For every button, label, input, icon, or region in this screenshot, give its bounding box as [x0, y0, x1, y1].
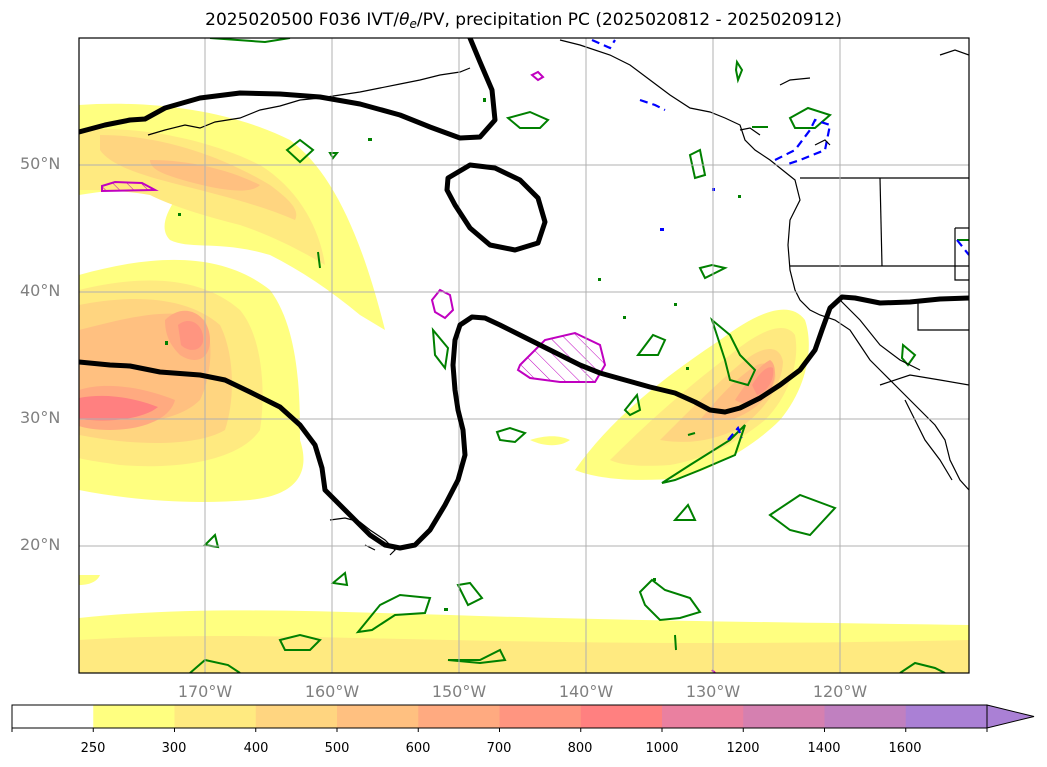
lon-label-160w: 160°W	[304, 682, 360, 701]
colorbar-label-400: 400	[243, 741, 269, 756]
colorbar-label-300: 300	[161, 741, 187, 756]
title-subscript: e	[409, 17, 417, 31]
coastlines	[147, 39, 969, 556]
colorbar-cell	[93, 705, 175, 728]
title-suffix: /PV, precipitation PC (2025020812 - 2025…	[416, 10, 842, 30]
colorbar-label-600: 600	[405, 741, 431, 756]
lon-label-170w: 170°W	[177, 682, 233, 701]
lon-label-130w: 130°W	[685, 682, 741, 701]
lat-label-30n: 30°N	[20, 408, 61, 427]
colorbar-label-500: 500	[324, 741, 350, 756]
colorbar-cell	[255, 705, 338, 728]
colorbar-cell	[12, 705, 94, 728]
colorbar-label-250: 250	[80, 741, 106, 756]
colorbar-label-1000: 1000	[645, 741, 679, 756]
map-title: 2025020500 F036 IVT/θe/PV, precipitation…	[0, 10, 1047, 31]
plot-frame	[78, 37, 970, 674]
colorbar-cell	[418, 705, 500, 728]
colorbar-cells	[12, 705, 988, 728]
theta-negative-contours	[591, 38, 969, 441]
title-theta: θ	[399, 10, 410, 30]
colorbar-cell	[905, 705, 988, 728]
colorbar-cell	[337, 705, 419, 728]
lon-label-140w: 140°W	[558, 682, 614, 701]
colorbar-label-1600: 1600	[888, 741, 922, 756]
colorbar-cell	[743, 705, 825, 728]
colorbar-ticks	[11, 728, 988, 732]
theta-negative-dots	[660, 188, 715, 231]
colorbar-cell	[499, 705, 582, 728]
lat-label-50n: 50°N	[20, 154, 61, 173]
lat-label-20n: 20°N	[20, 535, 61, 554]
lon-label-150w: 150°W	[431, 682, 487, 701]
colorbar-cell	[580, 705, 663, 728]
plot-area	[79, 38, 969, 673]
colorbar-cell	[662, 705, 744, 728]
contour-dots	[165, 98, 741, 611]
colorbar-cell	[824, 705, 907, 728]
colorbar-label-1400: 1400	[807, 741, 841, 756]
colorbar-cell	[174, 705, 257, 728]
colorbar-label-700: 700	[486, 741, 512, 756]
colorbar-label-1200: 1200	[726, 741, 760, 756]
ivt-fill	[79, 103, 969, 673]
colorbar	[11, 704, 1035, 732]
pv-contours	[79, 38, 969, 551]
lon-label-120w: 120°W	[812, 682, 868, 701]
title-prefix: 2025020500 F036 IVT/	[205, 10, 400, 30]
colorbar-label-800: 800	[567, 741, 593, 756]
lat-label-40n: 40°N	[20, 281, 61, 300]
colorbar-extend-arrow	[986, 704, 1035, 729]
gridlines	[79, 38, 969, 673]
